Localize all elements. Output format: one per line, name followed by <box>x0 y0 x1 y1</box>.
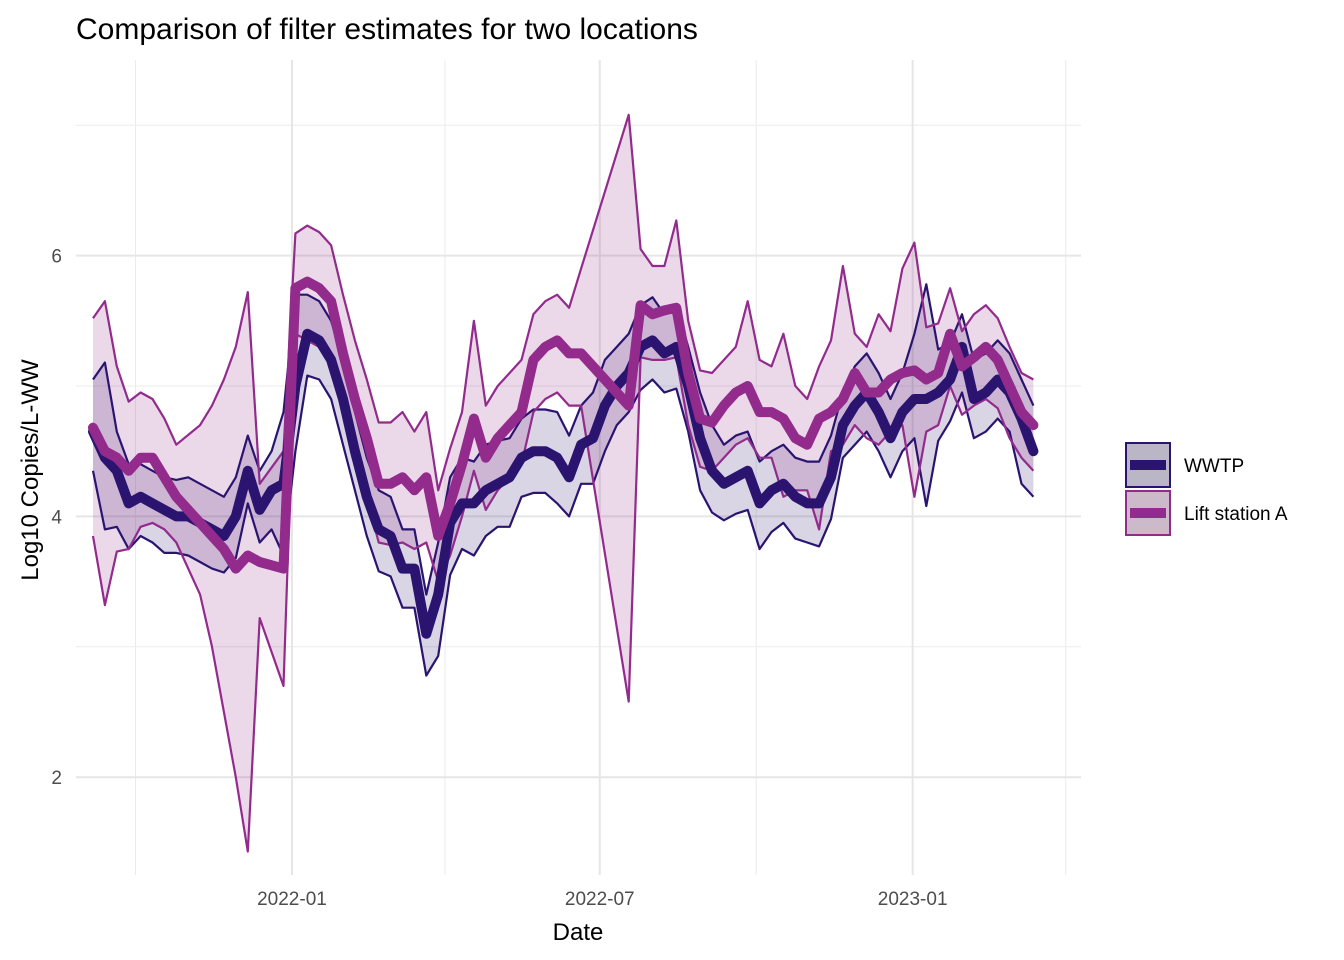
series-lines <box>88 113 1039 853</box>
lower-bound-wwtp <box>91 374 1035 677</box>
upper-bound-lift-station-a <box>92 113 1034 492</box>
x-axis-title: Date <box>553 919 604 946</box>
legend-label-wwtp: WWTP <box>1184 456 1244 477</box>
y-axis-tick-labels: 2 4 6 <box>51 247 62 790</box>
ribbon-wwtp <box>93 284 1034 676</box>
chart-title: Comparison of filter estimates for two l… <box>76 13 698 46</box>
upper-bound-wwtp <box>92 283 1035 596</box>
estimate-line-lift-station-a <box>88 276 1039 574</box>
y-axis-title: Log10 Copies/L-WW <box>17 359 44 581</box>
x-tick-label: 2023-01 <box>878 889 948 910</box>
x-axis-tick-labels: 2022-01 2022-07 2023-01 <box>257 889 947 910</box>
legend-label-lift-station-a: Lift station A <box>1184 504 1288 525</box>
x-tick-label: 2022-07 <box>565 889 635 910</box>
y-tick-label: 6 <box>51 247 62 268</box>
x-tick-label: 2022-01 <box>257 889 327 910</box>
y-tick-label: 4 <box>51 507 62 528</box>
legend: WWTP Lift station A <box>1125 442 1288 536</box>
y-tick-label: 2 <box>51 768 62 789</box>
estimate-line-wwtp <box>88 328 1039 639</box>
